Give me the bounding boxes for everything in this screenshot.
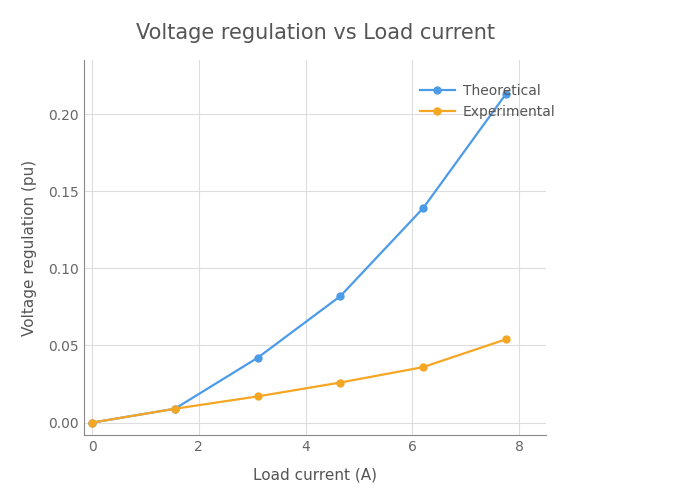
Line: Theoretical: Theoretical (88, 90, 510, 426)
Experimental (253, 394, 262, 400)
Theoretical (171, 406, 179, 412)
Title: Voltage regulation vs Load current: Voltage regulation vs Load current (136, 23, 494, 43)
Theoretical (336, 293, 344, 299)
Theoretical (253, 355, 262, 361)
Experimental (88, 420, 96, 426)
X-axis label: Load current (A): Load current (A) (253, 468, 377, 483)
Y-axis label: Voltage regulation (pu): Voltage regulation (pu) (22, 160, 37, 336)
Experimental (336, 380, 344, 386)
Theoretical (419, 205, 428, 211)
Theoretical (502, 91, 510, 97)
Theoretical (88, 420, 96, 426)
Experimental (171, 406, 179, 412)
Experimental (502, 336, 510, 342)
Experimental (419, 364, 428, 370)
Line: Experimental: Experimental (88, 336, 510, 426)
Legend: Theoretical, Experimental: Theoretical, Experimental (414, 78, 561, 124)
